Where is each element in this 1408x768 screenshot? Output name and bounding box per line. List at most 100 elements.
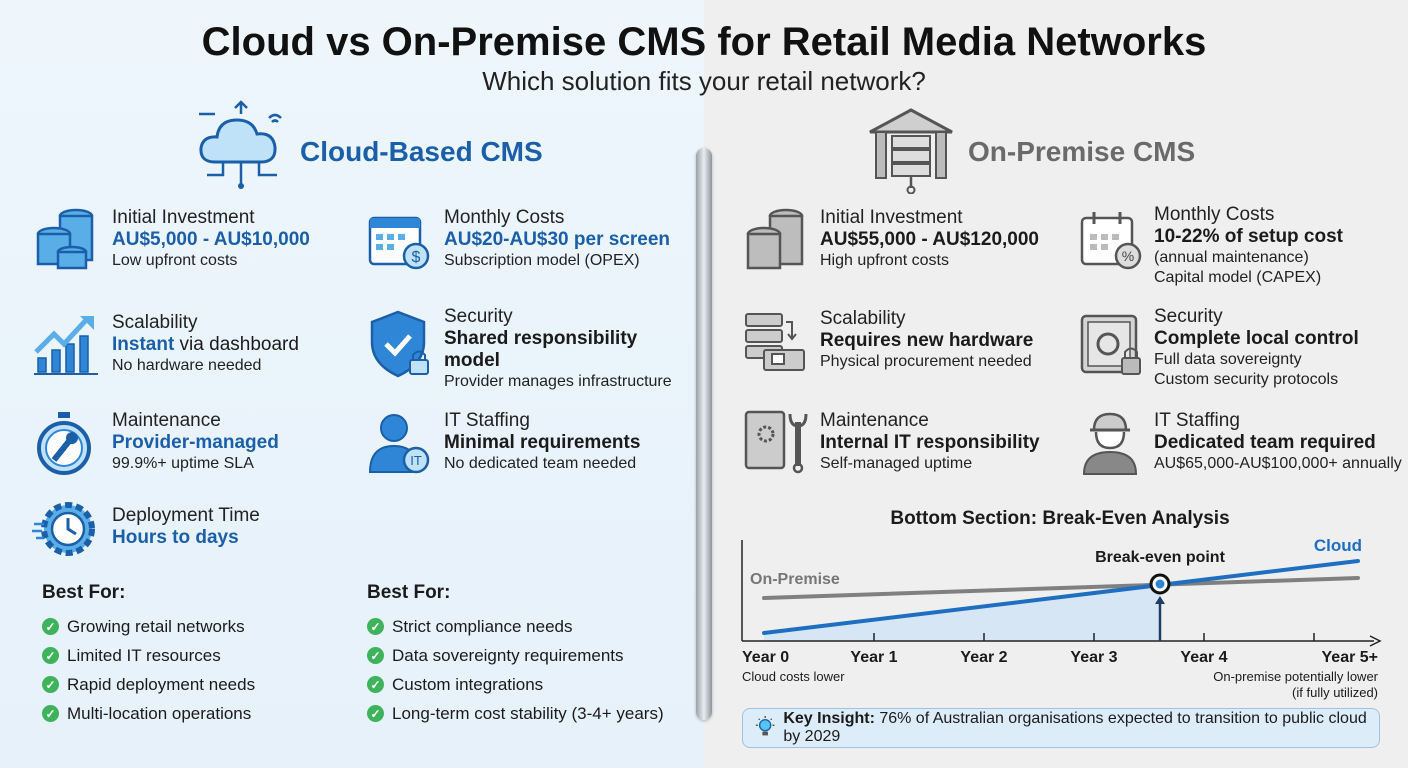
item-value: AU$55,000 - AU$120,000 <box>820 229 1039 250</box>
cloud-monthly-costs: Monthly Costs AU$20-AU$30 per screen Sub… <box>444 206 694 271</box>
annotation-left: Cloud costs lower <box>742 669 845 684</box>
item-value: Dedicated team required <box>1154 432 1376 453</box>
list-item-text: Strict compliance needs <box>392 616 573 636</box>
onprem-scalability: Scalability Requires new hardware Physic… <box>820 307 1080 372</box>
item-value: Instant <box>112 334 175 355</box>
calendar-percent-icon: % <box>1080 212 1142 270</box>
list-item: ✓ Multi-location operations <box>42 699 255 728</box>
list-item: ✓ Custom integrations <box>367 670 664 699</box>
calendar-dollar-icon: $ <box>368 216 430 270</box>
item-value: Shared responsibility model <box>444 328 638 371</box>
server-hardware-icon <box>745 313 805 371</box>
insight-text: 76% of Australian organisations expected… <box>783 710 1367 745</box>
item-sub: Subscription model (OPEX) <box>444 252 640 269</box>
x-tick-label: Year 4 <box>1180 649 1228 666</box>
cloud-maintenance: Maintenance Provider-managed 99.9%+ upti… <box>112 409 372 474</box>
list-item-text: Limited IT resources <box>67 645 221 665</box>
list-item-text: Data sovereignty requirements <box>392 645 624 665</box>
break-even-label: Break-even point <box>1095 549 1225 566</box>
break-even-marker-dot <box>1155 579 1165 589</box>
item-value: Complete local control <box>1154 328 1359 349</box>
item-value: Hours to days <box>112 527 239 548</box>
item-value: Minimal requirements <box>444 432 641 453</box>
item-value: AU$20-AU$30 per screen <box>444 229 671 250</box>
gear-clock-icon <box>32 502 95 556</box>
cloud-best-for: Best For: ✓ Growing retail networks ✓ Limi… <box>42 582 255 728</box>
cloud-it-staffing: IT Staffing Minimal requirements No dedi… <box>444 409 694 474</box>
manual-wrench-icon <box>744 410 808 474</box>
x-tick-label: Year 5+ <box>1321 649 1379 666</box>
item-value: Provider-managed <box>112 432 279 453</box>
list-item-text: Custom integrations <box>392 674 544 694</box>
page-subtitle: Which solution fits your retail network? <box>482 66 926 96</box>
list-item-text: Multi-location operations <box>67 703 252 723</box>
item-label: Security <box>1154 306 1223 327</box>
item-sub: 99.9%+ uptime SLA <box>112 455 254 472</box>
chart-title: Bottom Section: Break-Even Analysis <box>890 508 1230 529</box>
item-sub: High upfront costs <box>820 252 949 269</box>
annotation-right-line2: (if fully utilized) <box>1292 685 1378 700</box>
best-for-heading: Best For: <box>42 582 126 603</box>
item-label: Maintenance <box>112 410 221 431</box>
item-value-rest: via dashboard <box>174 334 299 355</box>
item-sub: No hardware needed <box>112 357 262 374</box>
list-item: ✓ Strict compliance needs <box>367 612 664 641</box>
onprem-maintenance: Maintenance Internal IT responsibility S… <box>820 409 1080 474</box>
key-insight-box: Key Insight: 76% of Australian organisat… <box>742 708 1380 748</box>
item-sub: Low upfront costs <box>112 252 238 269</box>
page-title: Cloud vs On-Premise CMS for Retail Media… <box>201 20 1207 64</box>
cloud-panel <box>0 0 704 768</box>
check-icon: ✓ <box>42 647 59 664</box>
list-item-text: Rapid deployment needs <box>67 674 256 694</box>
annotation-right: On-premise potentially lower (if fully u… <box>1100 669 1378 701</box>
onprem-security: Security Complete local control Full dat… <box>1154 305 1404 390</box>
check-icon: ✓ <box>42 705 59 722</box>
cloud-deployment-time: Deployment Time Hours to days <box>112 504 372 549</box>
cloud-network-icon <box>199 100 282 189</box>
item-label: Scalability <box>820 308 906 329</box>
server-building-icon <box>869 108 953 194</box>
svg-text:%: % <box>1122 248 1134 264</box>
list-item-text: Long-term cost stability (3-4+ years) <box>392 703 664 723</box>
list-item: ✓ Growing retail networks <box>42 612 255 641</box>
list-item: ✓ Limited IT resources <box>42 641 255 670</box>
check-icon: ✓ <box>367 647 384 664</box>
item-label: Initial Investment <box>820 207 963 228</box>
x-tick-label: Year 0 <box>742 649 790 666</box>
onprem-section-title: On-Premise CMS <box>968 136 1196 167</box>
check-icon: ✓ <box>42 676 59 693</box>
onprem-best-for: Best For: ✓ Strict compliance needs ✓ Data… <box>367 582 664 728</box>
item-label: IT Staffing <box>444 410 530 431</box>
cloud-security: Security Shared responsibility model Pro… <box>444 305 694 392</box>
list-item: ✓ Rapid deployment needs <box>42 670 255 699</box>
item-sub-2: Capital model (CAPEX) <box>1154 269 1322 286</box>
check-icon: ✓ <box>367 705 384 722</box>
item-sub: No dedicated team needed <box>444 455 637 472</box>
item-value: 10-22% of setup cost <box>1154 226 1343 247</box>
item-sub-2: Custom security protocols <box>1154 371 1339 388</box>
list-item: ✓ Data sovereignty requirements <box>367 641 664 670</box>
cloud-initial-investment: Initial Investment AU$5,000 - AU$10,000 … <box>112 206 372 271</box>
coin-stack-icon <box>36 208 94 270</box>
series-label-on-premise: On-Premise <box>750 571 840 588</box>
item-label: Scalability <box>112 312 198 333</box>
svg-text:IT: IT <box>410 453 422 468</box>
shield-check-icon <box>370 310 429 378</box>
item-label: Security <box>444 306 513 327</box>
item-sub: Full data sovereignty <box>1154 351 1302 368</box>
item-label: Deployment Time <box>112 505 260 526</box>
item-value: AU$5,000 - AU$10,000 <box>112 229 310 250</box>
safe-lock-icon <box>1080 314 1141 375</box>
item-label: Initial Investment <box>112 207 255 228</box>
onprem-initial-investment: Initial Investment AU$55,000 - AU$120,00… <box>820 206 1080 271</box>
list-item-text: Growing retail networks <box>67 616 245 636</box>
coin-stack-icon <box>746 208 804 270</box>
series-line-on-premise <box>762 576 1360 600</box>
annotation-right-line1: On-premise potentially lower <box>1213 669 1378 684</box>
item-sub: AU$65,000-AU$100,000+ annually <box>1154 455 1402 472</box>
onprem-it-staffing: IT Staffing Dedicated team required AU$6… <box>1154 409 1404 474</box>
x-tick-label: Year 2 <box>960 649 1008 666</box>
person-it-icon: IT <box>368 414 430 474</box>
item-sub: (annual maintenance) <box>1154 249 1309 266</box>
